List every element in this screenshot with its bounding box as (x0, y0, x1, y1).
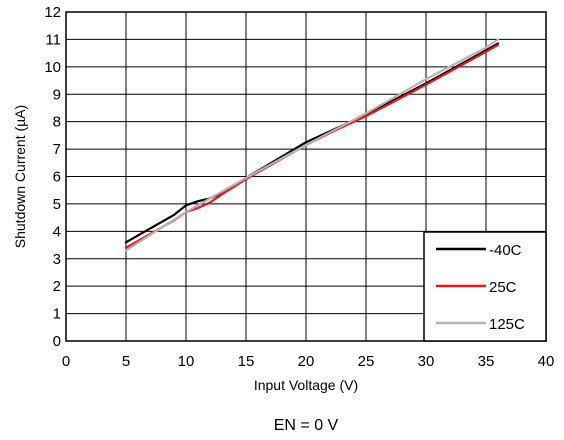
y-tick-label: 9 (53, 86, 61, 103)
x-tick-label: 35 (478, 353, 495, 370)
chart-annotation: EN = 0 V (274, 417, 339, 434)
y-tick-label: 10 (44, 59, 61, 76)
y-tick-label: 3 (53, 251, 61, 268)
series-lines (124, 38, 500, 252)
y-tick-label: 5 (53, 196, 61, 213)
x-tick-label: 15 (238, 353, 255, 370)
x-tick-labels: 0 5 10 15 20 25 30 35 40 (62, 353, 555, 370)
y-tick-label: 12 (44, 4, 61, 21)
y-tick-label: 1 (53, 306, 61, 323)
x-tick-label: 25 (358, 353, 375, 370)
x-axis-label: Input Voltage (V) (254, 377, 358, 393)
x-tick-label: 0 (62, 353, 70, 370)
x-tick-label: 5 (122, 353, 130, 370)
y-tick-label: 7 (53, 141, 61, 158)
y-tick-label: 6 (53, 169, 61, 186)
series-line-40c (124, 42, 500, 244)
x-tick-label: 40 (538, 353, 555, 370)
x-tick-label: 10 (178, 353, 195, 370)
y-tick-label: 11 (45, 31, 61, 48)
x-tick-label: 30 (418, 353, 435, 370)
legend: -40C 25C 125C (423, 231, 547, 342)
legend-label: 25C (489, 279, 517, 296)
plot-frame (65, 11, 547, 342)
series-line-125c (124, 38, 500, 252)
legend-label: -40C (489, 242, 522, 259)
y-tick-label: 2 (53, 278, 61, 295)
y-tick-label: 8 (53, 114, 61, 131)
y-tick-label: 0 (53, 333, 61, 350)
y-tick-label: 4 (53, 223, 61, 240)
y-axis-label: Shutdown Current (µA) (12, 105, 28, 248)
series-line-25c (124, 43, 500, 249)
x-tick-label: 20 (298, 353, 315, 370)
legend-label: 125C (489, 316, 525, 333)
